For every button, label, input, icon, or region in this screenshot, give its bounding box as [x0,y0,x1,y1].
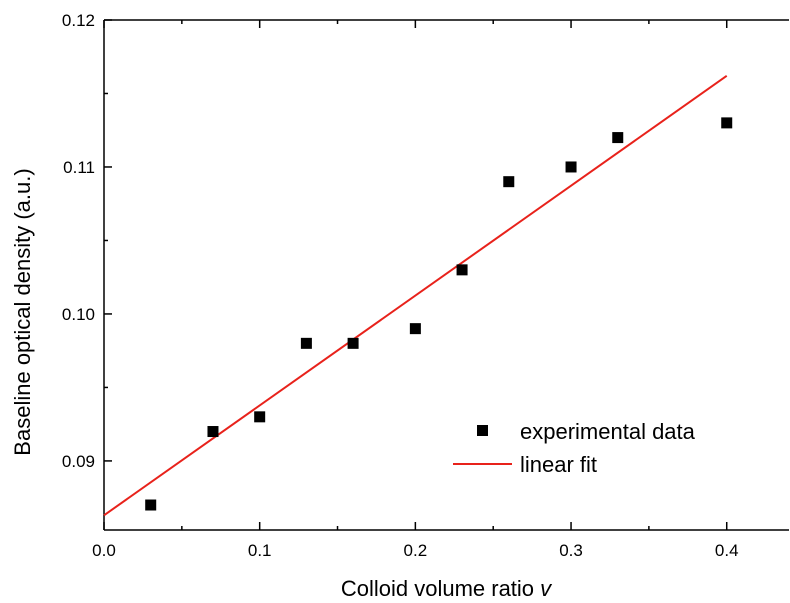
data-point [254,411,266,423]
data-point [409,323,421,335]
data-point [612,132,624,144]
plot-frame [103,19,789,531]
x-axis: 0.0 0.1 0.2 0.3 0.4 [92,20,739,560]
x-tick-label: 0.2 [404,541,428,560]
data-point [721,117,733,129]
data-point [347,337,359,349]
y-axis-title: Baseline optical density (a.u.) [10,168,35,455]
x-tick-label: 0.4 [715,541,739,560]
legend: experimental data linear fit [453,419,696,477]
data-point [207,426,219,438]
data-point [145,499,157,511]
x-axis-title: Colloid volume ratio v [341,576,553,601]
points-layer [145,117,733,511]
fit-layer [103,75,728,517]
legend-marker-experimental-data [477,425,488,436]
data-point [503,176,515,188]
y-axis: 0.09 0.10 0.11 0.12 [62,11,112,471]
y-tick-label: 0.12 [62,11,95,30]
legend-label-linear-fit: linear fit [520,452,597,477]
y-tick-label: 0.09 [62,452,95,471]
x-tick-label: 0.3 [559,541,583,560]
data-point [456,264,468,276]
y-tick-label: 0.10 [62,305,95,324]
legend-label-experimental-data: experimental data [520,419,696,444]
data-point [300,337,312,349]
x-tick-label: 0.1 [248,541,272,560]
x-axis-title-var: v [540,576,553,601]
x-tick-label: 0.0 [92,541,116,560]
y-tick-label: 0.11 [63,158,95,177]
linear-fit-line [103,75,728,517]
data-point [565,161,577,173]
x-axis-title-text: Colloid volume ratio [341,576,540,601]
